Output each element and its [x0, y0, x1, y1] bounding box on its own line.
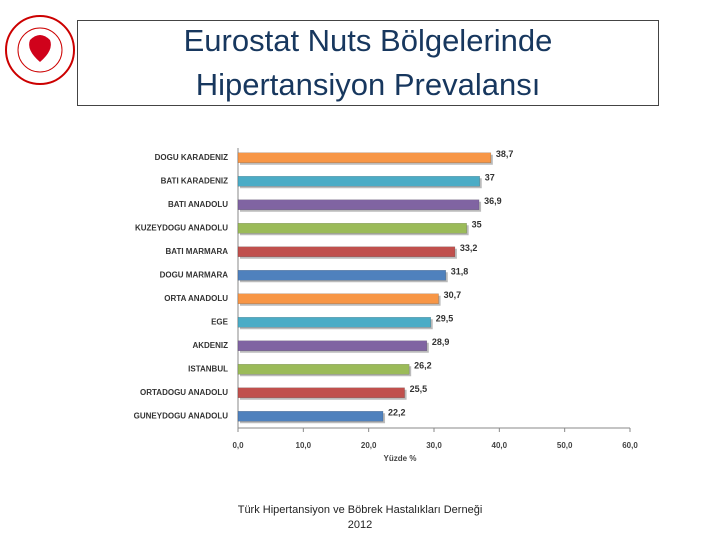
- bar: [237, 246, 456, 257]
- value-label: 25,5: [410, 384, 428, 394]
- logo: [5, 15, 75, 85]
- footer-source: Türk Hipertansiyon ve Böbrek Hastalıklar…: [238, 504, 483, 516]
- x-tick-label: 10,0: [296, 441, 312, 450]
- value-label: 30,7: [444, 290, 462, 300]
- value-label: 33,2: [460, 243, 478, 253]
- value-label: 28,9: [432, 337, 450, 347]
- y-tick-label: AKDENIZ: [192, 341, 228, 350]
- value-label: 26,2: [414, 361, 432, 371]
- bar: [237, 364, 410, 375]
- value-label: 31,8: [451, 267, 469, 277]
- x-tick-label: 0,0: [232, 441, 244, 450]
- bar: [237, 152, 492, 163]
- value-label: 29,5: [436, 314, 454, 324]
- x-axis-label: Yüzde %: [384, 454, 417, 463]
- value-label: 35: [472, 220, 482, 230]
- y-tick-label: ISTANBUL: [188, 364, 228, 373]
- x-tick-label: 60,0: [622, 441, 638, 450]
- value-label: 37: [485, 173, 495, 183]
- bar: [237, 387, 405, 398]
- y-tick-label: KUZEYDOGU ANADOLU: [135, 223, 228, 232]
- y-tick-label: DOGU MARMARA: [160, 270, 229, 279]
- x-tick-label: 50,0: [557, 441, 573, 450]
- footer-year: 2012: [348, 519, 372, 531]
- bar: [237, 340, 428, 351]
- bar: [237, 317, 431, 328]
- y-tick-label: EGE: [211, 317, 229, 326]
- value-label: 36,9: [484, 196, 502, 206]
- value-label: 38,7: [496, 149, 514, 159]
- title: Eurostat Nuts Bölgelerinde Hipertansiyon…: [77, 20, 659, 106]
- x-tick-label: 20,0: [361, 441, 377, 450]
- bar: [237, 176, 480, 187]
- y-tick-label: BATI ANADOLU: [168, 200, 228, 209]
- bar: [237, 293, 439, 304]
- y-tick-label: BATI MARMARA: [165, 247, 228, 256]
- bar: [237, 199, 480, 210]
- bar: [237, 270, 447, 281]
- x-tick-label: 40,0: [492, 441, 508, 450]
- y-tick-label: ORTADOGU ANADOLU: [140, 388, 228, 397]
- x-tick-label: 30,0: [426, 441, 442, 450]
- y-tick-label: GUNEYDOGU ANADOLU: [134, 411, 229, 420]
- bar: [237, 223, 467, 234]
- y-tick-label: ORTA ANADOLU: [164, 294, 228, 303]
- y-tick-label: DOGU KARADENIZ: [155, 153, 228, 162]
- value-label: 22,2: [388, 408, 406, 418]
- bar: [237, 411, 384, 422]
- y-tick-label: BATI KARADENIZ: [161, 176, 229, 185]
